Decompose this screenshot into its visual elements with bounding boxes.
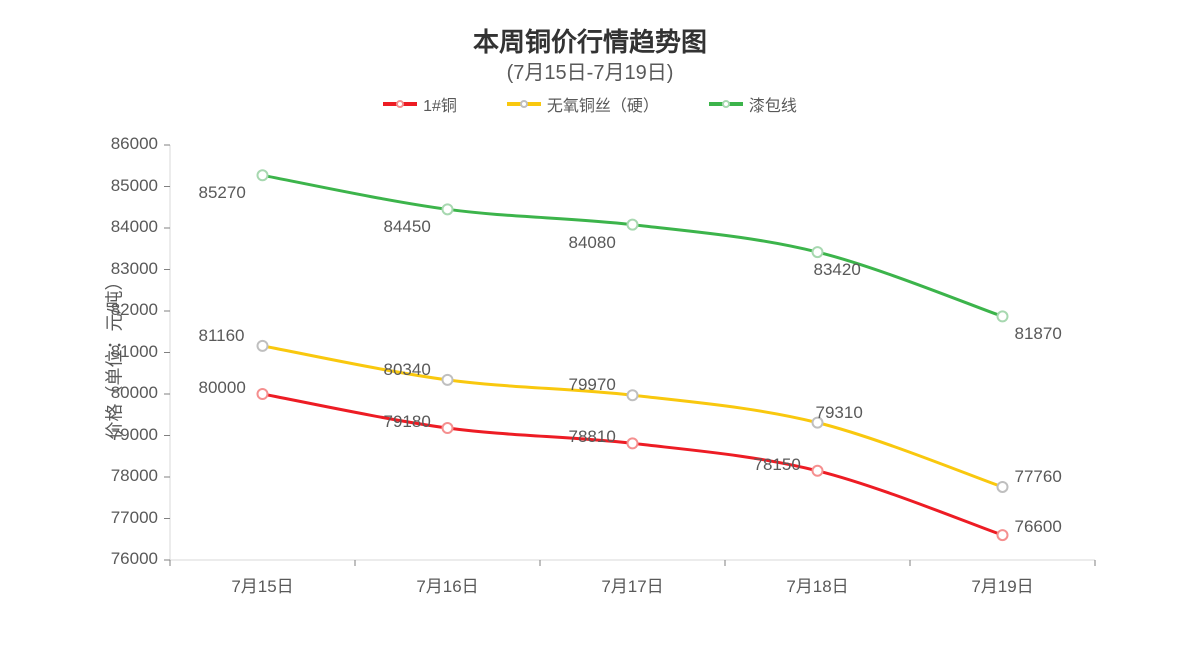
y-tick-label: 82000 [111, 300, 158, 320]
chart-subtitle: (7月15日-7月19日) [0, 56, 1180, 85]
data-point-label: 77760 [1015, 467, 1062, 487]
plot-area [170, 145, 1095, 560]
data-point-label: 83420 [814, 260, 861, 280]
data-point-label: 79970 [569, 375, 616, 395]
y-tick-label: 80000 [111, 383, 158, 403]
y-tick-label: 85000 [111, 176, 158, 196]
data-point-label: 81870 [1015, 324, 1062, 344]
legend-item[interactable]: 1#铜 [383, 92, 457, 116]
y-tick-label: 77000 [111, 508, 158, 528]
legend-label: 1#铜 [423, 92, 457, 116]
data-point-label: 79180 [384, 412, 431, 432]
y-tick-label: 78000 [111, 466, 158, 486]
y-tick-label: 83000 [111, 259, 158, 279]
legend-item[interactable]: 无氧铜丝（硬） [507, 92, 659, 116]
data-point-label: 84080 [569, 233, 616, 253]
data-point-label: 85270 [199, 183, 246, 203]
y-tick-label: 81000 [111, 342, 158, 362]
x-tick-label: 7月19日 [971, 572, 1033, 597]
legend: 1#铜 无氧铜丝（硬） 漆包线 [0, 92, 1180, 116]
data-point-label: 78810 [569, 427, 616, 447]
legend-label: 漆包线 [749, 92, 797, 116]
x-tick-label: 7月16日 [416, 572, 478, 597]
legend-label: 无氧铜丝（硬） [547, 92, 659, 116]
data-point-label: 78150 [754, 455, 801, 475]
chart-title: 本周铜价行情趋势图 [0, 22, 1180, 59]
plot-svg [170, 145, 1095, 560]
legend-item[interactable]: 漆包线 [709, 92, 797, 116]
x-tick-label: 7月17日 [601, 572, 663, 597]
y-tick-label: 86000 [111, 134, 158, 154]
data-point-label: 80000 [199, 378, 246, 398]
legend-swatch [383, 102, 417, 106]
data-point-label: 79310 [816, 403, 863, 423]
data-point-label: 84450 [384, 217, 431, 237]
data-point-label: 76600 [1015, 517, 1062, 537]
y-tick-label: 79000 [111, 425, 158, 445]
y-tick-label: 84000 [111, 217, 158, 237]
legend-swatch [709, 102, 743, 106]
data-point-label: 81160 [199, 326, 245, 346]
y-tick-label: 76000 [111, 549, 158, 569]
legend-swatch [507, 102, 541, 106]
copper-price-chart: 本周铜价行情趋势图 (7月15日-7月19日) 1#铜无氧铜丝（硬）漆包线 价格… [0, 0, 1180, 646]
x-tick-label: 7月15日 [231, 572, 293, 597]
x-tick-label: 7月18日 [786, 572, 848, 597]
data-point-label: 80340 [384, 360, 431, 380]
